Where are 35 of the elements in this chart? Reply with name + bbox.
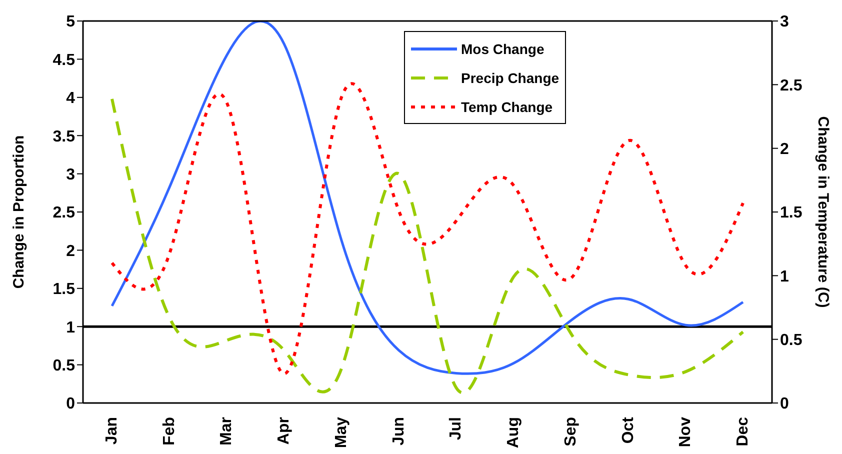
y2-tick-label: 1: [780, 268, 789, 286]
y2-tick-label: 0: [780, 396, 789, 413]
y-tick-label: 3.5: [52, 128, 76, 146]
y-tick-label: 2.5: [52, 204, 76, 222]
x-tick-label: Mar: [218, 417, 236, 446]
x-tick-label: Apr: [276, 417, 293, 445]
y-tick-label: 4.5: [52, 52, 76, 69]
y2-axis-title: Change in Temperature (C): [814, 116, 832, 308]
legend-label: Temp Change: [461, 98, 553, 114]
y2-tick-label: 2: [780, 141, 789, 158]
y-tick-label: 3: [66, 166, 76, 184]
y2-tick-label: 0.5: [780, 332, 802, 350]
y2-tick-label: 2.5: [780, 77, 802, 94]
x-tick-label: Dec: [734, 416, 752, 446]
x-tick-label: Feb: [160, 416, 178, 446]
y-tick-label: 4: [66, 90, 76, 108]
x-tick-label: Sep: [562, 416, 580, 446]
y-tick-label: 0.5: [52, 357, 76, 374]
x-tick-label: Oct: [620, 416, 637, 444]
x-tick-label: Jul: [448, 417, 465, 440]
y-axis-title: Change in Proportion: [10, 135, 28, 289]
y-tick-label: 2: [66, 242, 76, 260]
y2-tick-label: 1.5: [780, 204, 802, 222]
y-tick-label: 1.5: [52, 281, 76, 298]
legend-label: Mos Change: [461, 40, 544, 56]
y-tick-label: 1: [66, 319, 76, 336]
x-tick-label: Jun: [390, 417, 408, 446]
legend-label: Precip Change: [461, 70, 560, 86]
x-tick-label: Jan: [104, 417, 120, 445]
x-tick-label: Aug: [505, 417, 522, 448]
y-tick-label: 0: [66, 396, 76, 413]
x-tick-label: May: [332, 416, 350, 448]
x-tick-label: Nov: [677, 416, 694, 448]
y2-tick-label: 3: [780, 14, 789, 31]
y-tick-label: 5: [66, 14, 76, 31]
